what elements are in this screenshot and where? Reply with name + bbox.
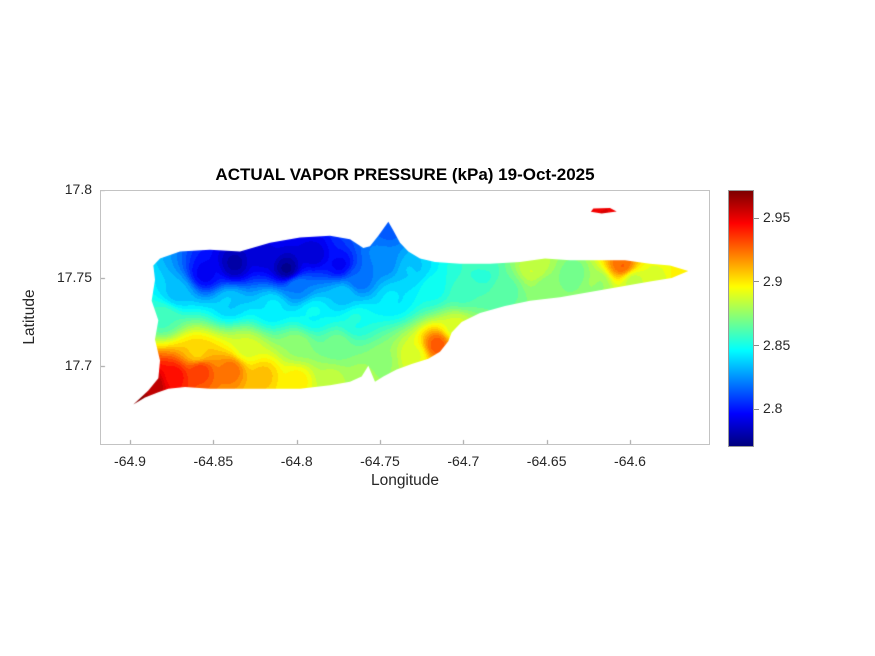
x-axis-label: Longitude xyxy=(370,472,440,489)
colorbar-tick-label: 2.8 xyxy=(763,400,783,417)
x-tick-label: -64.7 xyxy=(447,453,480,469)
y-axis-label: Latitude xyxy=(21,289,38,345)
y-tick-label: 17.7 xyxy=(64,356,92,373)
colorbar-tick-label: 2.85 xyxy=(763,336,791,353)
x-tick-label: -64.75 xyxy=(360,453,400,469)
contour-map-canvas xyxy=(100,190,710,445)
colorbar-tick-mark xyxy=(754,281,759,283)
x-tick-label: -64.65 xyxy=(526,453,567,469)
y-tick-label: 17.75 xyxy=(56,268,92,285)
colorbar-tick-label: 2.95 xyxy=(763,209,791,226)
colorbar-tick-mark xyxy=(754,345,759,347)
colorbar-tick-mark xyxy=(754,217,759,219)
x-tick-label: -64.6 xyxy=(614,453,646,469)
x-tick-label: -64.9 xyxy=(114,453,146,469)
colorbar-tick-mark xyxy=(754,408,759,410)
y-tick-label: 17.8 xyxy=(64,181,92,197)
chart-title: ACTUAL VAPOR PRESSURE (kPa) 19-Oct-2025 xyxy=(215,165,595,184)
colorbar-tick-label: 2.9 xyxy=(763,272,783,289)
x-tick-label: -64.8 xyxy=(280,453,313,469)
colorbar xyxy=(728,190,754,447)
x-tick-label: -64.85 xyxy=(193,453,234,469)
